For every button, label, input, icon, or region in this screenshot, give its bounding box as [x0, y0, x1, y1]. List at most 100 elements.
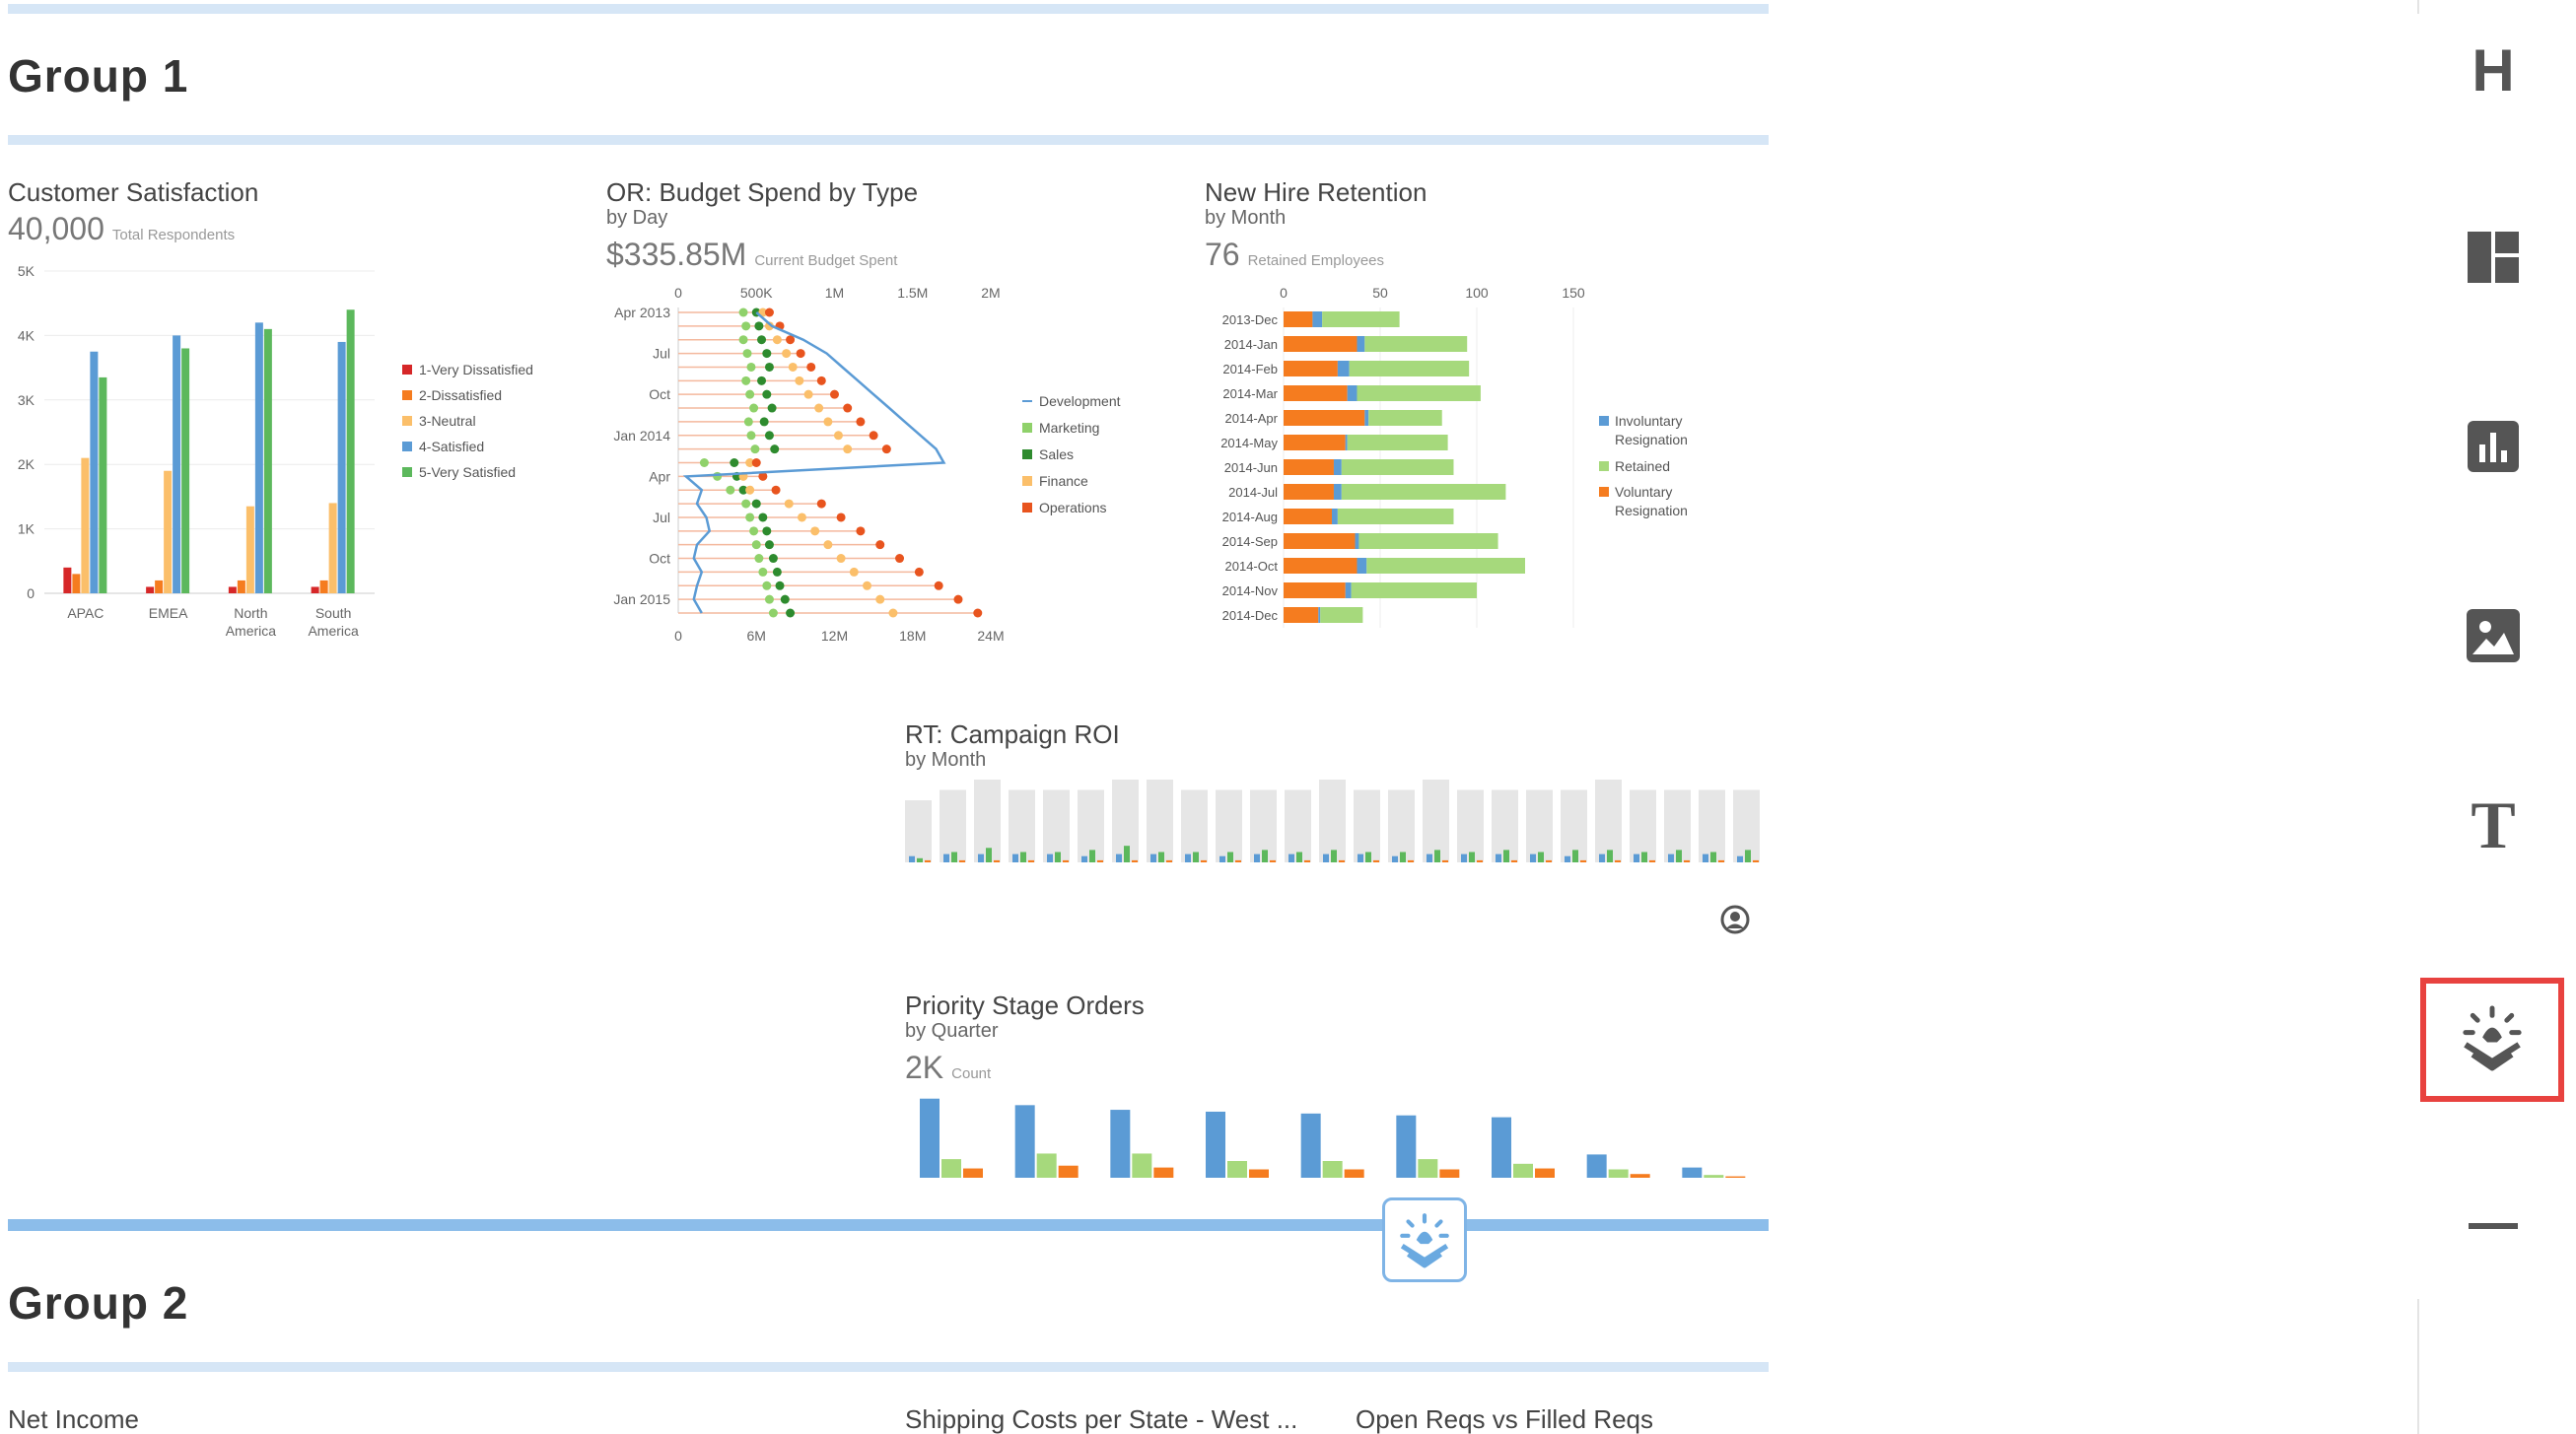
- y-tick-label: 2014-Sep: [1222, 534, 1278, 549]
- widget-subtitle: by Quarter: [905, 1020, 999, 1042]
- bar: [1012, 854, 1018, 862]
- legend-label: 2-Dissatisfied: [419, 387, 502, 403]
- data-point: [768, 608, 778, 618]
- data-point: [823, 540, 833, 550]
- image-icon: [2467, 609, 2520, 662]
- data-point: [836, 554, 846, 564]
- widget-kpi: 40,000 Total Respondents: [8, 211, 235, 247]
- bar: [263, 328, 272, 593]
- bar: [155, 580, 164, 593]
- legend-swatch: [1022, 423, 1032, 433]
- data-point: [757, 376, 767, 385]
- bar-segment: [1341, 484, 1506, 500]
- bar: [1124, 846, 1130, 862]
- divider-tool[interactable]: [2435, 1168, 2551, 1284]
- bar: [1608, 1169, 1629, 1178]
- y-tick-label: 2014-Mar: [1222, 386, 1278, 401]
- heading-icon: H: [2472, 36, 2515, 103]
- bar: [1392, 855, 1398, 862]
- bar: [1055, 852, 1061, 862]
- data-point: [745, 485, 755, 495]
- top-axis-label: 1.5M: [897, 285, 928, 301]
- x-tick-label: 50: [1372, 285, 1388, 301]
- background-bar: [1216, 789, 1242, 862]
- bar-segment: [1284, 607, 1319, 623]
- bar: [1132, 1153, 1152, 1178]
- y-tick-label: 3K: [18, 392, 35, 408]
- kpi-label: Current Budget Spent: [754, 252, 898, 269]
- bar: [181, 348, 190, 593]
- budget-spend-chart: 0 500K 1M 1.5M 2M 0 6M 12M 18M 24M Apr 2013 Jul Oct J…: [613, 285, 1120, 644]
- bar: [1304, 859, 1310, 862]
- group-2-title[interactable]: Group 2: [8, 1277, 189, 1329]
- bar-segment: [1284, 435, 1346, 450]
- bar-segment: [1337, 509, 1454, 524]
- data-point: [782, 349, 792, 359]
- chart-tool[interactable]: [2435, 388, 2551, 505]
- bar-segment: [1364, 336, 1468, 352]
- bar: [1634, 854, 1639, 862]
- y-tick-label: 2014-Feb: [1222, 362, 1278, 376]
- bar: [1408, 859, 1414, 862]
- legend-swatch: [1599, 487, 1609, 497]
- top-axis-label: 2M: [981, 285, 1000, 301]
- data-point: [780, 594, 790, 604]
- data-point: [758, 567, 768, 577]
- user-icon[interactable]: [1720, 905, 1750, 934]
- bar-segment: [1351, 582, 1477, 598]
- bar-segment: [1347, 385, 1358, 401]
- bar-segment: [1341, 459, 1454, 475]
- x-tick-label: America: [308, 623, 359, 639]
- bar: [1288, 854, 1294, 862]
- bar: [1439, 1169, 1460, 1178]
- group-1-title[interactable]: Group 1: [8, 50, 189, 102]
- widget-title: Customer Satisfaction: [8, 177, 259, 207]
- data-point: [764, 594, 774, 604]
- bar: [164, 470, 173, 593]
- data-point: [751, 458, 761, 467]
- image-tool[interactable]: [2435, 578, 2551, 694]
- widget-title: OR: Budget Spend by Type: [606, 177, 919, 207]
- data-point: [796, 349, 805, 359]
- data-point: [762, 349, 772, 359]
- smart-insight-tool[interactable]: [2420, 978, 2564, 1102]
- text-tool[interactable]: T: [2435, 767, 2551, 883]
- data-point: [764, 362, 774, 372]
- drop-target[interactable]: [1382, 1197, 1467, 1282]
- data-point: [863, 580, 872, 590]
- heading-tool[interactable]: H: [2435, 12, 2551, 128]
- bar: [1753, 859, 1759, 862]
- bar: [63, 567, 72, 593]
- y-tick-label: Apr 2013: [614, 305, 670, 320]
- bar: [1201, 859, 1207, 862]
- data-point: [742, 349, 752, 359]
- data-point: [803, 389, 813, 399]
- bar: [1684, 859, 1690, 862]
- bar: [1081, 855, 1087, 862]
- bar: [319, 580, 328, 593]
- bar-segment: [1366, 558, 1525, 574]
- data-point: [764, 540, 774, 550]
- data-point: [764, 307, 774, 317]
- background-bar: [1457, 789, 1484, 862]
- shipping-costs-title[interactable]: Shipping Costs per State - West ...: [905, 1404, 1298, 1434]
- bar-segment: [1284, 509, 1332, 524]
- bar: [1586, 1154, 1607, 1178]
- y-tick-label: 2014-Jan: [1224, 337, 1278, 352]
- legend-swatch: [1599, 461, 1609, 471]
- bar: [1227, 1161, 1247, 1178]
- legend-swatch: [402, 390, 412, 400]
- net-income-title[interactable]: Net Income: [8, 1404, 139, 1434]
- bar: [1649, 859, 1655, 862]
- kpi-label: Retained Employees: [1247, 252, 1385, 269]
- y-tick-label: 2014-Dec: [1222, 608, 1279, 623]
- data-point: [770, 444, 780, 454]
- legend-swatch: [1599, 416, 1609, 426]
- layout-tool[interactable]: [2435, 199, 2551, 315]
- group-2-rule: [8, 1362, 1769, 1372]
- open-reqs-title[interactable]: Open Reqs vs Filled Reqs: [1356, 1404, 1654, 1434]
- bar-segment: [1333, 459, 1342, 475]
- bar: [1063, 859, 1069, 862]
- bar: [1014, 1105, 1035, 1178]
- bar: [1058, 1165, 1079, 1178]
